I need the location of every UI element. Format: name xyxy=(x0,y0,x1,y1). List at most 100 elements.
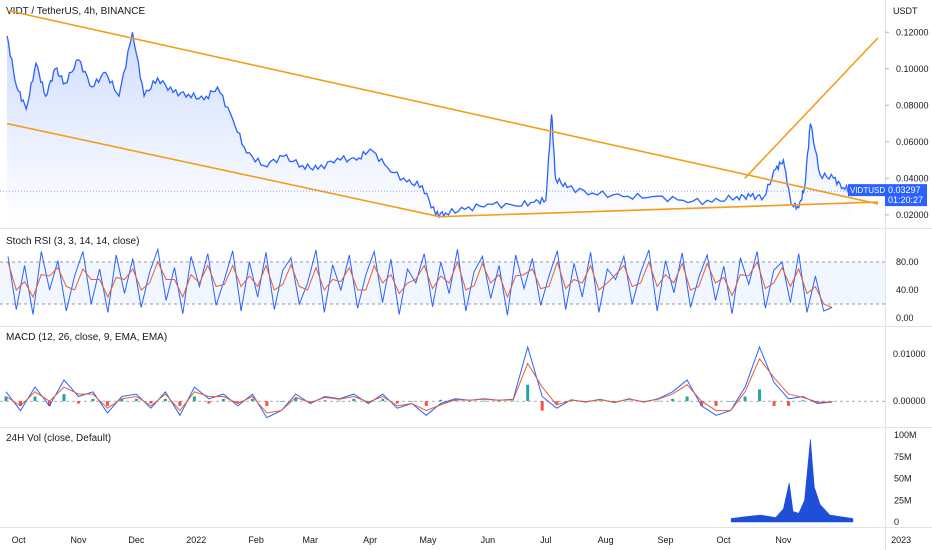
macd-histogram-bar xyxy=(192,396,196,402)
macd-histogram-bar xyxy=(134,398,138,402)
macd-histogram-bar xyxy=(772,401,776,406)
price-tag xyxy=(885,184,927,207)
macd-histogram-bar xyxy=(453,400,457,402)
currency-label: USDT xyxy=(893,6,918,16)
symbol-tag xyxy=(848,184,885,197)
macd-histogram-bar xyxy=(352,398,356,402)
price-axis-label: 0.10000 xyxy=(896,64,929,74)
macd-histogram-bar xyxy=(555,401,559,405)
macd-histogram-bar xyxy=(685,396,689,402)
trendline xyxy=(6,9,879,205)
macd-histogram-bar xyxy=(294,397,298,402)
price-line xyxy=(6,32,854,219)
macd-histogram-bar xyxy=(627,400,631,402)
macd-histogram-bar xyxy=(714,401,718,406)
macd-histogram-bar xyxy=(424,401,428,406)
macd-histogram-bar xyxy=(526,384,530,402)
trendline xyxy=(439,201,879,218)
time-axis-label: Jul xyxy=(540,535,552,545)
time-axis-label: May xyxy=(420,535,438,545)
macd-histogram-bar xyxy=(76,401,80,404)
macd-axis-label: 0.00000 xyxy=(893,396,926,406)
stoch-axis-label: 80.00 xyxy=(896,257,919,267)
macd-histogram-bar xyxy=(410,401,414,402)
volume-title: 24H Vol (close, Default) xyxy=(6,433,112,444)
stoch-line-d xyxy=(7,260,833,308)
volume-axis-label: 100M xyxy=(894,430,917,440)
macd-histogram-bar xyxy=(671,398,675,402)
macd-histogram-bar xyxy=(497,401,501,402)
price-area xyxy=(7,32,853,224)
time-axis-label: Jun xyxy=(481,535,496,545)
macd-histogram-bar xyxy=(308,401,312,403)
macd-histogram-bar xyxy=(656,400,660,402)
time-axis-label: Nov xyxy=(70,535,87,545)
time-axis-label: Aug xyxy=(598,535,614,545)
macd-histogram-bar xyxy=(105,401,109,406)
macd-histogram-bar xyxy=(163,398,167,402)
macd-histogram-bar xyxy=(149,401,153,404)
time-axis-label: Mar xyxy=(302,535,318,545)
price-axis-label: 0.12000 xyxy=(896,27,929,37)
macd-histogram-bar xyxy=(801,400,805,402)
trendline xyxy=(6,122,440,218)
macd-histogram-bar xyxy=(613,401,617,402)
macd-histogram-bar xyxy=(207,401,211,404)
price-tag-value: 0.03297 xyxy=(888,185,921,195)
price-axis-label: 0.04000 xyxy=(896,173,929,183)
macd-histogram-bar xyxy=(337,400,341,402)
macd-histogram-bar xyxy=(323,400,327,402)
time-axis-label: Nov xyxy=(775,535,792,545)
volume-axis-label: 50M xyxy=(894,474,912,484)
volume-area xyxy=(730,439,854,523)
macd-histogram-bar xyxy=(120,398,124,402)
macd-histogram-bar xyxy=(33,396,37,402)
trendline xyxy=(744,37,879,179)
volume-axis-label: 0 xyxy=(894,517,899,527)
time-axis-label: Dec xyxy=(128,535,145,545)
price-axis-label: 0.02000 xyxy=(896,210,929,220)
symbol-tag-label: VIDTUSDT xyxy=(850,186,890,195)
macd-histogram-bar xyxy=(787,401,791,406)
macd-histogram-bar xyxy=(265,401,269,406)
price-axis-label: 0.06000 xyxy=(896,137,929,147)
macd-histogram-bar xyxy=(221,398,225,402)
time-axis-label: Oct xyxy=(12,535,27,545)
chart-title: VIDT / TetherUS, 4h, BINANCE xyxy=(6,6,146,17)
macd-histogram-bar xyxy=(700,401,704,406)
macd-histogram-bar xyxy=(18,401,22,406)
stoch-title: Stoch RSI (3, 3, 14, 14, close) xyxy=(6,236,140,247)
macd-histogram-bar xyxy=(482,400,486,402)
macd-histogram-bar xyxy=(47,401,51,406)
macd-histogram-bar xyxy=(91,398,95,402)
macd-axis-label: 0.01000 xyxy=(893,349,926,359)
macd-histogram-bar xyxy=(569,400,573,402)
macd-histogram-bar xyxy=(381,398,385,402)
macd-histogram-bar xyxy=(468,401,472,402)
macd-histogram-bar xyxy=(62,394,66,402)
macd-histogram-bar xyxy=(743,396,747,402)
macd-histogram-bar xyxy=(279,401,283,402)
macd-histogram-bar xyxy=(540,401,544,411)
time-axis-label: Feb xyxy=(248,535,264,545)
macd-histogram-bar xyxy=(511,400,515,402)
macd-histogram-bar xyxy=(830,401,834,402)
time-axis-label: Apr xyxy=(363,535,377,545)
macd-title: MACD (12, 26, close, 9, EMA, EMA) xyxy=(6,332,168,343)
stoch-axis-label: 0.00 xyxy=(896,313,914,323)
volume-axis-label: 75M xyxy=(894,452,912,462)
stoch-axis-label: 40.00 xyxy=(896,285,919,295)
time-axis-label: 2023 xyxy=(891,535,911,545)
macd-histogram-bar xyxy=(439,399,443,402)
macd-histogram-bar xyxy=(236,401,240,404)
volume-axis-label: 25M xyxy=(894,495,912,505)
price-tag-countdown: 01:20:27 xyxy=(888,195,923,205)
macd-histogram-bar xyxy=(178,401,182,406)
signal-line xyxy=(5,357,832,414)
time-axis-label: Sep xyxy=(658,535,674,545)
stoch-line-k xyxy=(7,247,833,316)
time-axis-label: Oct xyxy=(716,535,731,545)
time-axis-label: 2022 xyxy=(186,535,206,545)
